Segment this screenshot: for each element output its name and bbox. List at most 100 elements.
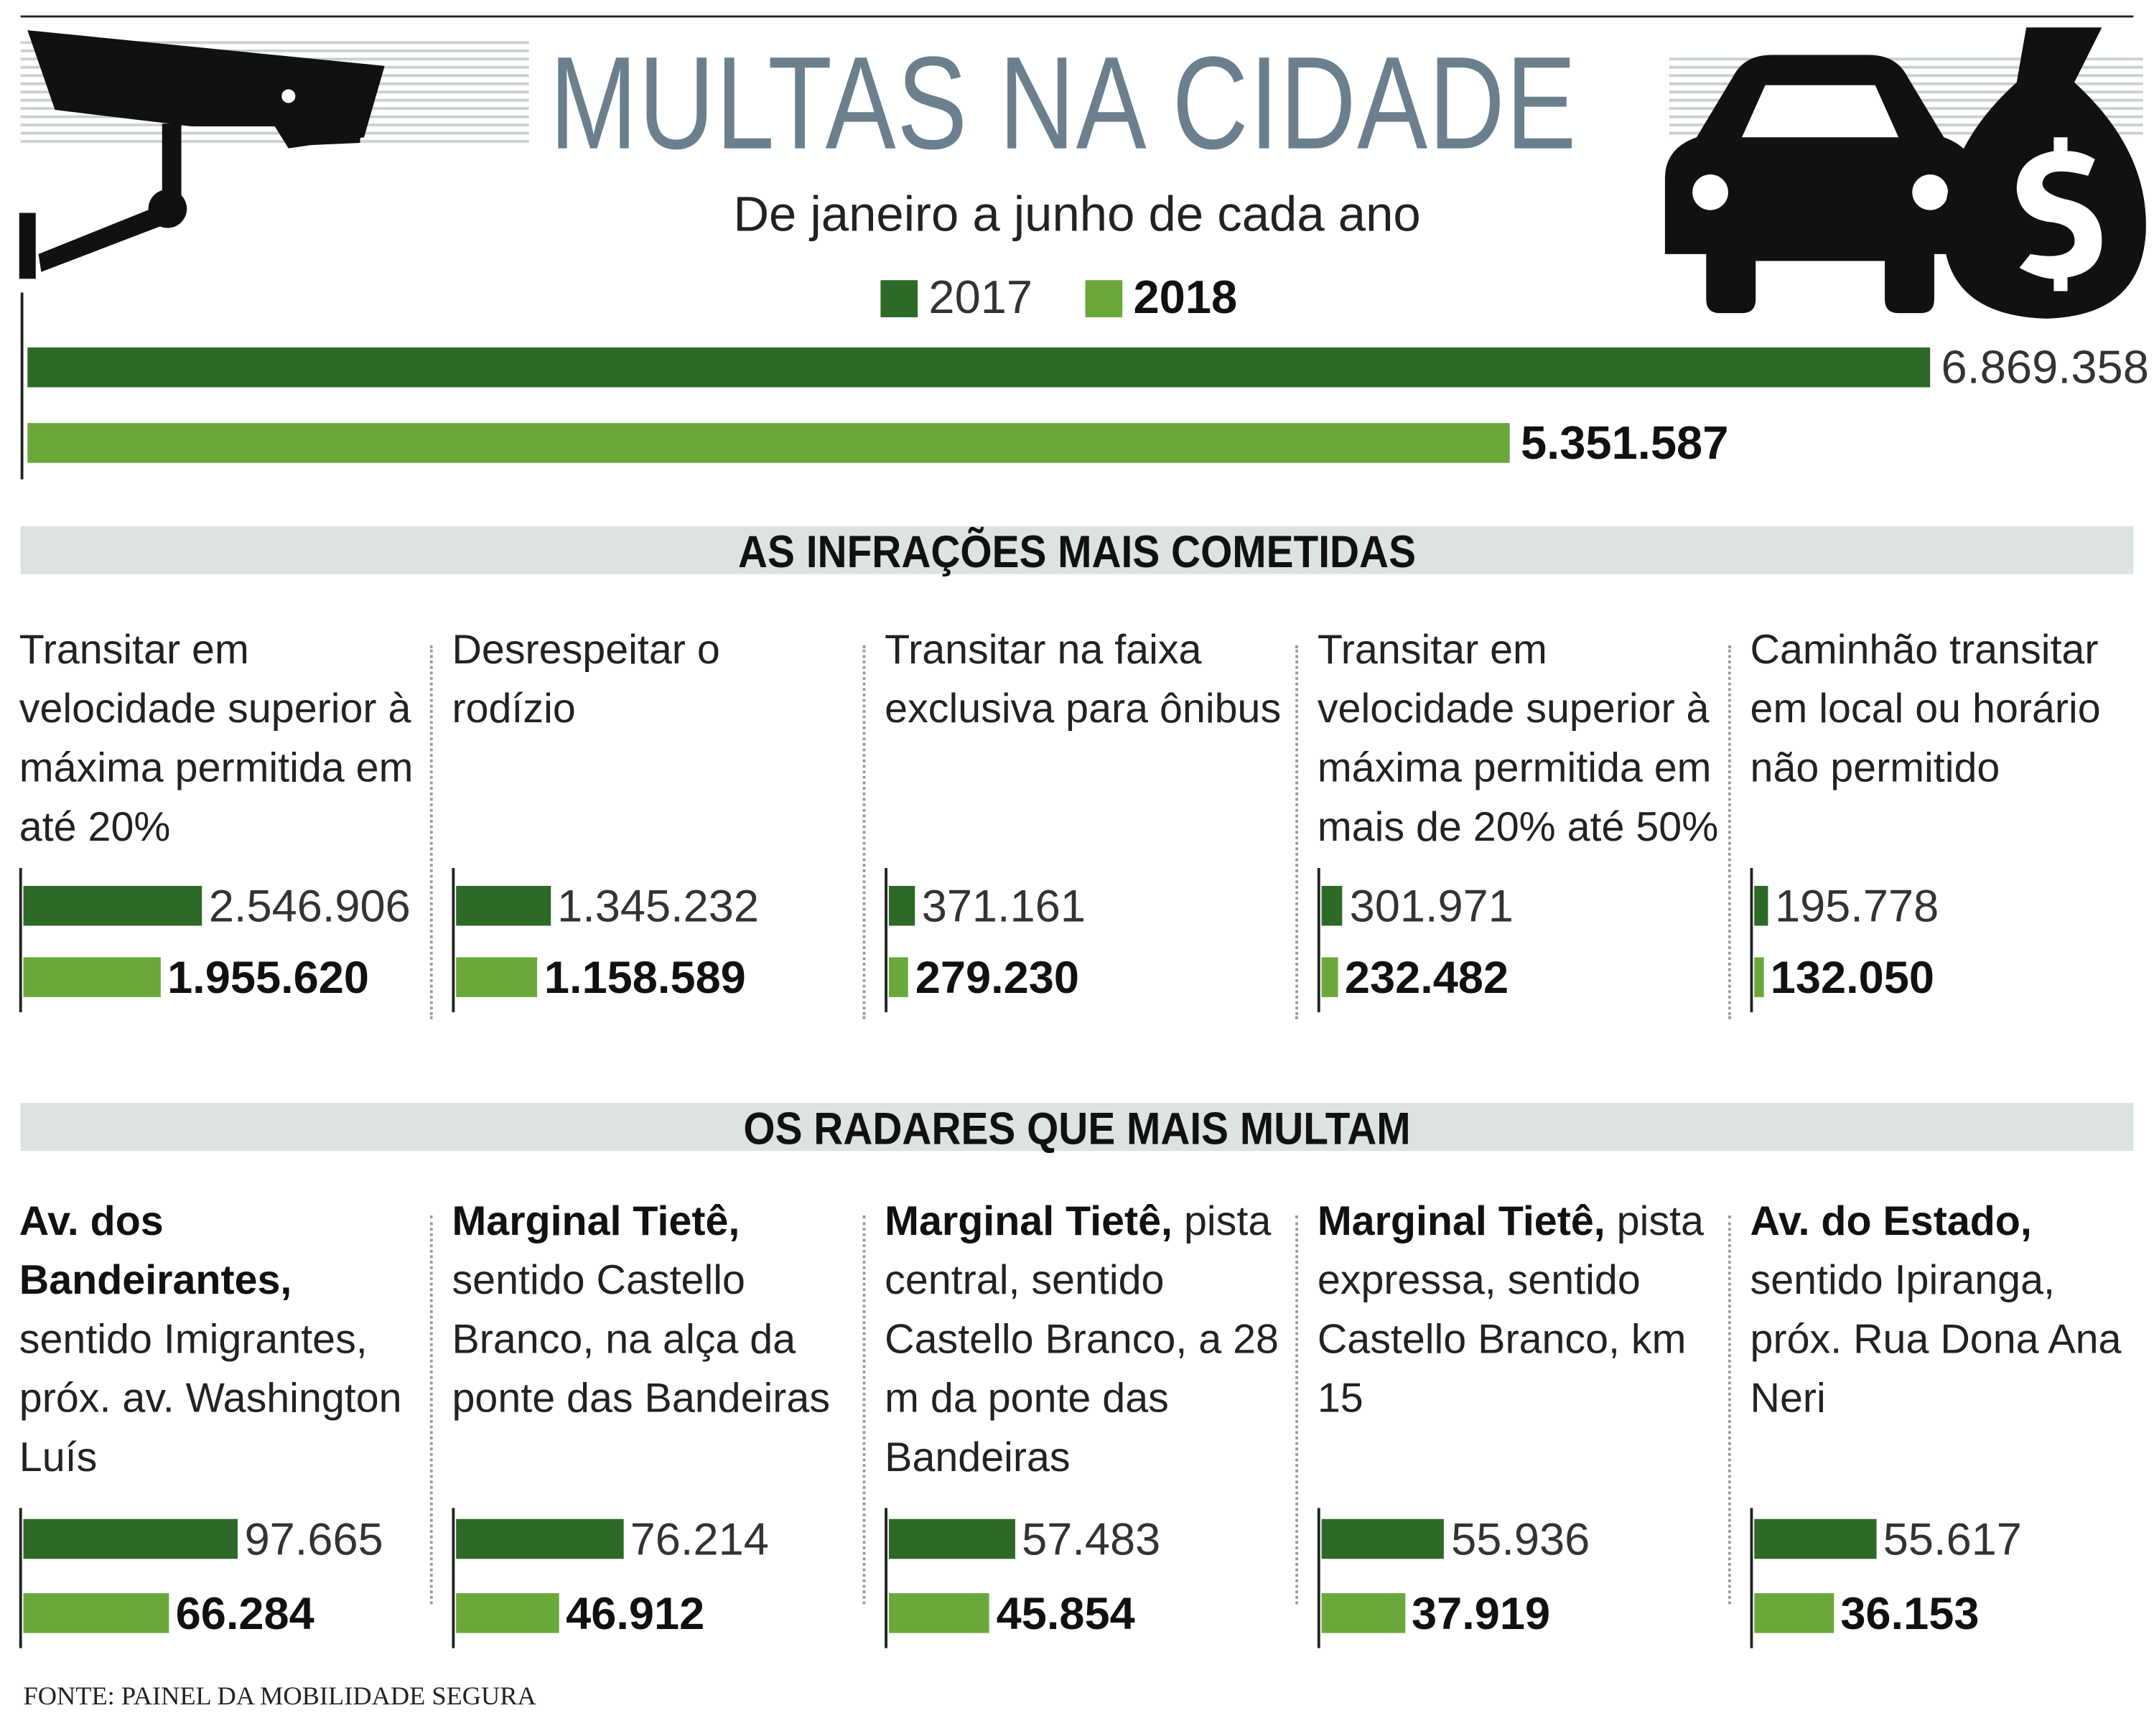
bar <box>888 885 915 926</box>
source: FONTE: PAINEL DA MOBILIDADE SEGURA <box>23 1682 536 1712</box>
value-label: 2.546.906 <box>208 880 411 932</box>
separator <box>1295 645 1299 1019</box>
value-label: 45.854 <box>996 1587 1135 1639</box>
category-label: Av. do Estado, sentido Ipiranga, próx. R… <box>1750 1192 2152 1428</box>
axis-line <box>20 292 24 480</box>
separator <box>1295 1215 1299 1605</box>
separator <box>429 1215 433 1605</box>
axis-line <box>452 1508 455 1648</box>
bar <box>23 957 161 997</box>
axis-line <box>1750 1508 1753 1648</box>
value-label: 232.482 <box>1344 951 1509 1003</box>
value-label: 66.284 <box>175 1587 314 1639</box>
bar <box>1321 885 1343 926</box>
bar <box>23 1518 238 1559</box>
section-band <box>20 1103 2134 1152</box>
axis-line <box>19 1508 22 1648</box>
bar <box>1321 1518 1445 1559</box>
section-band <box>20 526 2134 574</box>
legend-swatch <box>1085 280 1123 317</box>
separator <box>1728 645 1731 1019</box>
category-detail: sentido Ipiranga, próx. Rua Dona Ana Ner… <box>1750 1258 2122 1422</box>
category-name: Marginal Tietê, <box>885 1199 1173 1245</box>
value-label: 301.971 <box>1349 880 1514 932</box>
money-bag-icon <box>1944 27 2146 319</box>
bar <box>23 885 202 926</box>
value-label: 57.483 <box>1022 1513 1161 1564</box>
bar <box>888 1593 990 1633</box>
separator <box>862 1215 866 1605</box>
category-detail: sentido Imigrantes, próx. av. Washington… <box>19 1317 402 1481</box>
axis-line <box>885 868 887 1012</box>
axis-line <box>1317 868 1320 1012</box>
value-label: 132.050 <box>1770 951 1934 1003</box>
bar <box>1321 1593 1405 1633</box>
axis-line <box>1750 868 1753 1012</box>
subtitle: De janeiro a junho de cada ano <box>733 185 1421 242</box>
separator <box>429 645 433 1019</box>
value-label: 6.869.358 <box>1941 342 2149 395</box>
legend-label: 2017 <box>928 271 1033 325</box>
value-label: 36.153 <box>1840 1587 1980 1639</box>
section-title: AS INFRAÇÕES MAIS COMETIDAS <box>738 526 1417 577</box>
value-label: 371.161 <box>921 880 1086 932</box>
category-label: Av. dos Bandeirantes, sentido Imigrantes… <box>19 1192 421 1487</box>
value-label: 1.345.232 <box>557 880 760 932</box>
category-label: Transitar em velocidade superior à máxim… <box>1317 627 1719 851</box>
category-detail: sentido Castello Branco, na alça da pont… <box>452 1258 831 1422</box>
value-label: 76.214 <box>630 1513 769 1564</box>
category-label: Transitar na faixa exclusiva para ônibus <box>885 627 1282 732</box>
bar <box>1754 1593 1834 1633</box>
value-label: 46.912 <box>566 1587 705 1639</box>
category-label: Caminhão transitar em local ou horário n… <box>1750 627 2101 791</box>
category-detail: pista expressa, sentido Castello Branco,… <box>1317 1199 1704 1422</box>
bar <box>1754 957 1764 997</box>
value-label: 55.617 <box>1883 1513 2022 1564</box>
value-label: 1.158.589 <box>544 951 746 1003</box>
separator <box>1728 1215 1731 1605</box>
category-label: Transitar em velocidade superior à máxim… <box>19 627 414 851</box>
axis-line <box>885 1508 887 1648</box>
bar <box>888 957 909 997</box>
category-name: Av. dos Bandeirantes, <box>19 1199 292 1304</box>
bar <box>1754 1518 1877 1559</box>
legend-swatch <box>880 280 918 317</box>
value-label: 97.665 <box>244 1513 383 1564</box>
section-title: OS RADARES QUE MAIS MULTAM <box>743 1103 1411 1154</box>
bar <box>456 885 551 926</box>
camera-icon <box>19 30 385 279</box>
category-detail: pista central, sentido Castello Branco, … <box>885 1199 1279 1481</box>
category-label: Marginal Tietê, sentido Castello Branco,… <box>452 1192 853 1428</box>
category-name: Marginal Tietê, <box>452 1199 740 1245</box>
car-icon <box>1664 55 1976 314</box>
value-label: 195.778 <box>1774 880 1939 932</box>
bar <box>456 1518 624 1559</box>
value-label: 55.936 <box>1451 1513 1590 1564</box>
axis-line <box>452 868 455 1012</box>
axis-line <box>19 868 22 1012</box>
title: MULTAS NA CIDADE <box>549 30 1577 177</box>
value-label: 279.230 <box>915 951 1079 1003</box>
bar <box>1754 885 1768 926</box>
bar <box>456 1593 559 1633</box>
bar <box>27 423 1510 463</box>
legend-label: 2018 <box>1133 271 1238 325</box>
value-label: 1.955.620 <box>167 951 369 1003</box>
category-label: Desrespeitar o rodízio <box>452 627 720 732</box>
category-name: Av. do Estado, <box>1750 1199 2032 1245</box>
bar <box>456 957 538 997</box>
axis-line <box>1317 1508 1320 1648</box>
bar <box>1321 957 1338 997</box>
bar <box>27 347 1931 388</box>
value-label: 5.351.587 <box>1520 417 1729 470</box>
bar <box>23 1593 169 1633</box>
value-label: 37.919 <box>1412 1587 1551 1639</box>
category-label: Marginal Tietê, pista central, sentido C… <box>885 1192 1297 1487</box>
bar <box>888 1518 1015 1559</box>
category-name: Marginal Tietê, <box>1317 1199 1605 1245</box>
separator <box>862 645 866 1019</box>
category-label: Marginal Tietê, pista expressa, sentido … <box>1318 1192 1730 1428</box>
